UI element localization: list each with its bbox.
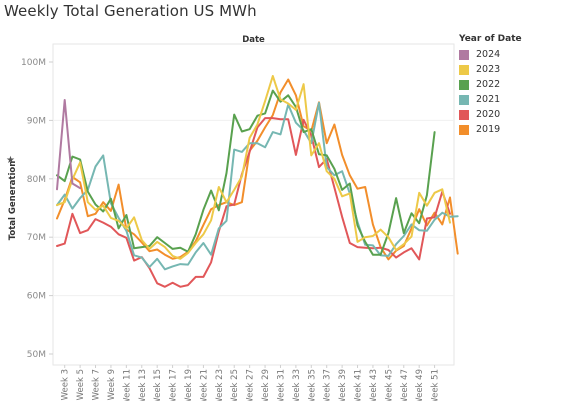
- legend-swatch: [459, 79, 469, 90]
- x-tick-label: Week 27: [246, 369, 256, 401]
- x-tick-label: Week 29: [261, 369, 271, 401]
- series-line-2023: [56, 75, 451, 260]
- y-tick-label: 70M: [27, 233, 46, 243]
- x-tick-label: Week 19: [184, 369, 194, 401]
- series-line-2022: [56, 89, 436, 256]
- legend-item-2022[interactable]: 2022: [459, 77, 522, 92]
- legend-item-2020[interactable]: 2020: [459, 107, 522, 122]
- x-tick-label: Week 41: [354, 369, 364, 401]
- legend-items: 2024 2023 2022 2021 2020 2019: [459, 47, 522, 137]
- legend: Year of Date 2024 2023 2022 2021 2020 2019: [459, 34, 522, 137]
- y-tick-label: 50M: [27, 350, 46, 360]
- x-tick-label: Week 25: [230, 369, 240, 401]
- x-tick-label: Week 5: [76, 369, 86, 400]
- x-tick-label: Week 7: [92, 369, 102, 400]
- y-tick-label: 90M: [27, 116, 46, 126]
- y-axis-label: Total Generation: [8, 161, 18, 241]
- legend-label: 2021: [476, 94, 501, 105]
- legend-item-2019[interactable]: 2019: [459, 122, 522, 137]
- y-tick-label: 80M: [27, 175, 46, 185]
- x-tick-label: Week 3: [61, 369, 71, 400]
- y-tick-label: 60M: [27, 292, 46, 302]
- x-tick-label: Week 39: [338, 369, 348, 401]
- chart-title: Weekly Total Generation US MWh: [4, 2, 257, 20]
- x-tick-label: Week 31: [276, 369, 286, 401]
- plot-frame: [52, 43, 455, 366]
- x-tick-label: Week 43: [369, 369, 379, 401]
- y-tick-label: 100M: [21, 58, 46, 68]
- legend-swatch: [459, 64, 469, 75]
- series-line-2024: [56, 99, 82, 191]
- legend-title: Year of Date: [459, 34, 522, 44]
- legend-swatch: [459, 109, 469, 120]
- legend-swatch: [459, 124, 469, 135]
- x-tick-label: Week 9: [107, 369, 117, 400]
- legend-label: 2020: [476, 109, 501, 120]
- x-tick-label: Week 21: [199, 369, 209, 401]
- series-line-2019: [56, 78, 459, 261]
- pin-icon: ★: [6, 155, 15, 166]
- x-tick-label: Week 17: [169, 369, 179, 401]
- x-tick-label: Week 13: [138, 369, 148, 401]
- x-tick-label: Week 47: [400, 369, 410, 401]
- x-tick-label: Week 23: [215, 369, 225, 401]
- x-tick-label: Week 33: [292, 369, 302, 401]
- series-line-2020: [56, 117, 451, 288]
- legend-item-2024[interactable]: 2024: [459, 47, 522, 62]
- x-tick-label: Week 11: [122, 369, 132, 401]
- legend-item-2023[interactable]: 2023: [459, 62, 522, 77]
- legend-label: 2019: [476, 124, 501, 135]
- x-tick-label: Week 49: [415, 369, 425, 401]
- x-tick-label: Week 45: [384, 369, 394, 401]
- legend-label: 2022: [476, 79, 501, 90]
- column-header: Date: [242, 35, 265, 45]
- x-tick-label: Week 37: [323, 369, 333, 401]
- legend-swatch: [459, 94, 469, 105]
- x-tick-label: Week 35: [307, 369, 317, 401]
- legend-swatch: [459, 49, 469, 60]
- legend-label: 2024: [476, 49, 501, 60]
- legend-label: 2023: [476, 64, 501, 75]
- legend-item-2021[interactable]: 2021: [459, 92, 522, 107]
- x-tick-label: Week 51: [431, 369, 441, 401]
- x-tick-label: Week 15: [153, 369, 163, 401]
